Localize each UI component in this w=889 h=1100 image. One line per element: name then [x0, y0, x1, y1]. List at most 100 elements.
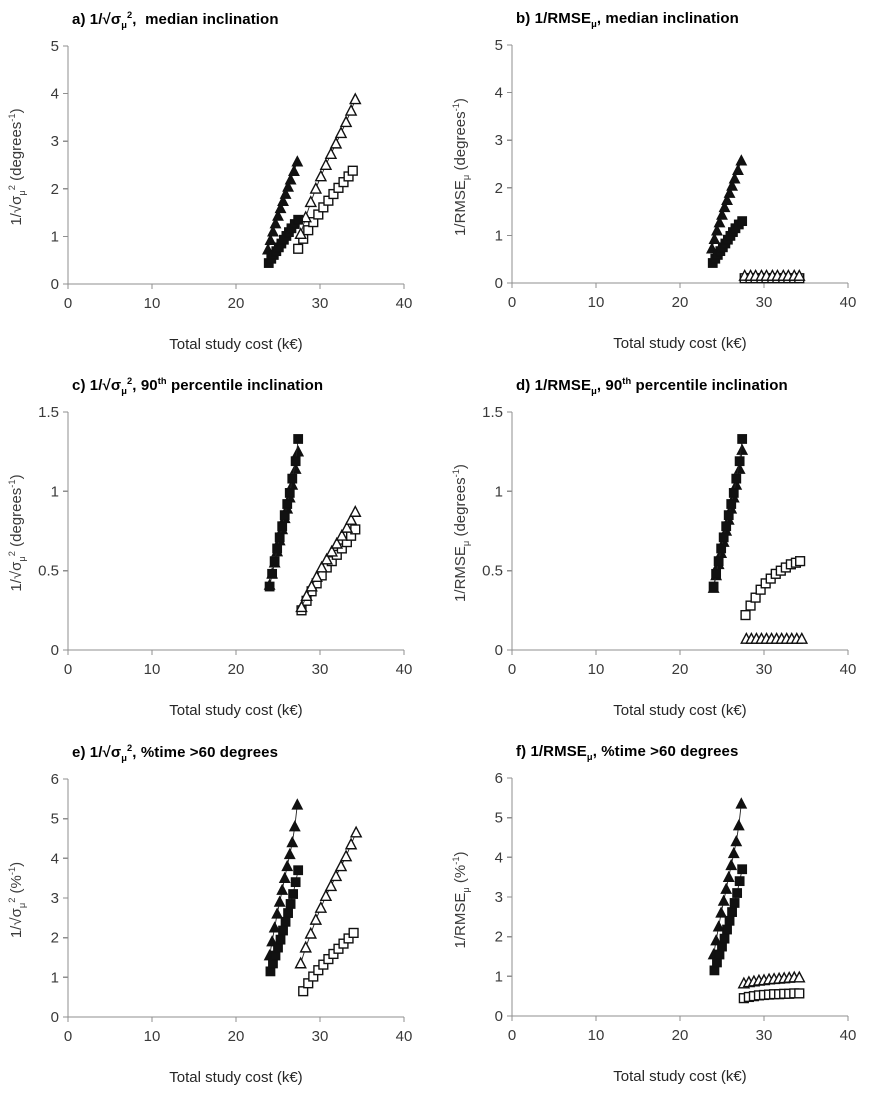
marker-filled-triangle [727, 846, 740, 859]
text-segment: 1/√σ [8, 908, 25, 939]
x-axis-title-b: Total study cost (k€) [613, 335, 747, 352]
y-tick-label: 0 [51, 642, 59, 659]
marker-open-triangle [349, 825, 363, 838]
y-tick-label: 3 [51, 890, 59, 907]
text-segment: -1 [7, 866, 17, 876]
marker-filled-square [727, 907, 737, 917]
marker-filled-square [729, 898, 740, 908]
marker-filled-square [734, 456, 745, 467]
axes [63, 411, 405, 655]
marker-filled-triangle [733, 462, 746, 474]
text-segment: c) 1/√σ [72, 377, 122, 394]
marker-open-triangle [324, 147, 338, 160]
marker-filled-square [737, 434, 748, 444]
marker-open-square [794, 988, 805, 999]
marker-open-triangle [793, 268, 806, 281]
text-segment: -1 [7, 479, 17, 488]
marker-filled-square [272, 543, 283, 554]
x-tick-label: 40 [396, 661, 413, 678]
series-filled-square [709, 864, 748, 976]
x-tick-label: 40 [396, 1028, 413, 1045]
marker-filled-square [721, 521, 732, 532]
marker-filled-triangle [278, 871, 291, 883]
series-open-square [740, 556, 806, 621]
series-filled-square [263, 214, 304, 268]
x-tick-label: 20 [228, 661, 245, 678]
marker-filled-square [724, 915, 735, 926]
text-segment: 1/√σ [8, 561, 25, 592]
text-segment: b) 1/RMSE [516, 10, 592, 27]
marker-filled-triangle [277, 194, 289, 206]
y-tick-label: 5 [51, 38, 59, 55]
marker-filled-square [264, 581, 275, 592]
panel-title-b: b) 1/RMSEμ, median inclination [444, 0, 889, 29]
x-tick-label: 40 [840, 1027, 857, 1044]
text-segment: d) 1/RMSE [516, 377, 592, 394]
series-open-triangle [294, 92, 362, 240]
x-tick-label: 20 [672, 661, 689, 678]
marker-filled-triangle [292, 445, 305, 457]
marker-open-triangle [305, 579, 318, 592]
text-segment: ) [8, 474, 25, 480]
marker-filled-triangle [269, 217, 282, 229]
marker-filled-triangle [732, 163, 744, 175]
marker-filled-square [285, 899, 296, 909]
marker-filled-triangle [730, 834, 743, 847]
y-tick-label: 1 [495, 227, 503, 244]
text-segment: (degrees [8, 487, 25, 552]
marker-open-triangle [344, 512, 358, 525]
marker-open-square [347, 165, 358, 176]
marker-filled-triangle [726, 179, 739, 191]
marker-filled-square [713, 556, 724, 567]
marker-filled-triangle [288, 820, 301, 832]
y-axis-title-b: 1/RMSEμ (degrees-1) [451, 37, 471, 297]
panel-d: d) 1/RMSEμ, 90th percentile inclination … [444, 366, 889, 733]
x-tick-label: 10 [144, 1028, 161, 1045]
marker-filled-square [737, 864, 748, 875]
marker-filled-triangle [715, 906, 728, 918]
marker-open-triangle [299, 940, 312, 953]
y-tick-label: 0 [51, 276, 59, 293]
y-tick-label: 3 [495, 132, 503, 149]
marker-filled-square [267, 568, 278, 579]
marker-filled-triangle [276, 883, 289, 895]
marker-open-triangle [335, 528, 349, 541]
text-segment: e) 1/√σ [72, 744, 122, 761]
plot-b: 0 10 20 30 40 0 1 2 3 4 5 [495, 37, 857, 311]
marker-filled-square [708, 581, 719, 592]
marker-filled-triangle [716, 208, 728, 220]
marker-open-triangle [294, 956, 307, 969]
marker-filled-triangle [736, 443, 749, 455]
x-tick-label: 10 [588, 1027, 605, 1044]
text-segment: , %time >60 degrees [132, 744, 279, 761]
marker-open-triangle [314, 169, 328, 182]
text-segment: ) [452, 851, 469, 857]
marker-filled-square [722, 924, 732, 935]
text-segment: , median inclination [132, 11, 279, 28]
marker-filled-triangle [288, 164, 300, 176]
x-tick-label: 30 [312, 1028, 329, 1045]
text-segment: percentile inclination [631, 377, 788, 394]
x-tick-label: 10 [588, 294, 605, 311]
marker-filled-triangle [725, 858, 738, 871]
text-segment: f) 1/RMSE [516, 743, 587, 760]
x-tick-label: 20 [228, 1028, 245, 1045]
series-open-triangle [737, 970, 806, 989]
text-segment: μ [17, 902, 27, 909]
text-segment: (degrees [452, 111, 469, 175]
x-axis-title-f: Total study cost (k€) [613, 1068, 747, 1085]
x-tick-label: 0 [508, 294, 516, 311]
x-axis-title-a: Total study cost (k€) [169, 336, 303, 353]
y-tick-label: 6 [51, 771, 59, 788]
y-tick-label: 2 [495, 180, 503, 197]
text-segment: -1 [451, 103, 461, 112]
x-tick-label: 40 [840, 294, 857, 311]
series-open-triangle [294, 825, 363, 969]
marker-open-triangle [320, 552, 333, 565]
marker-open-triangle [300, 589, 313, 602]
marker-open-square [348, 927, 359, 939]
text-segment: μ [17, 190, 27, 196]
marker-filled-triangle [274, 201, 287, 214]
x-tick-label: 30 [312, 295, 329, 312]
marker-filled-triangle [279, 187, 292, 199]
